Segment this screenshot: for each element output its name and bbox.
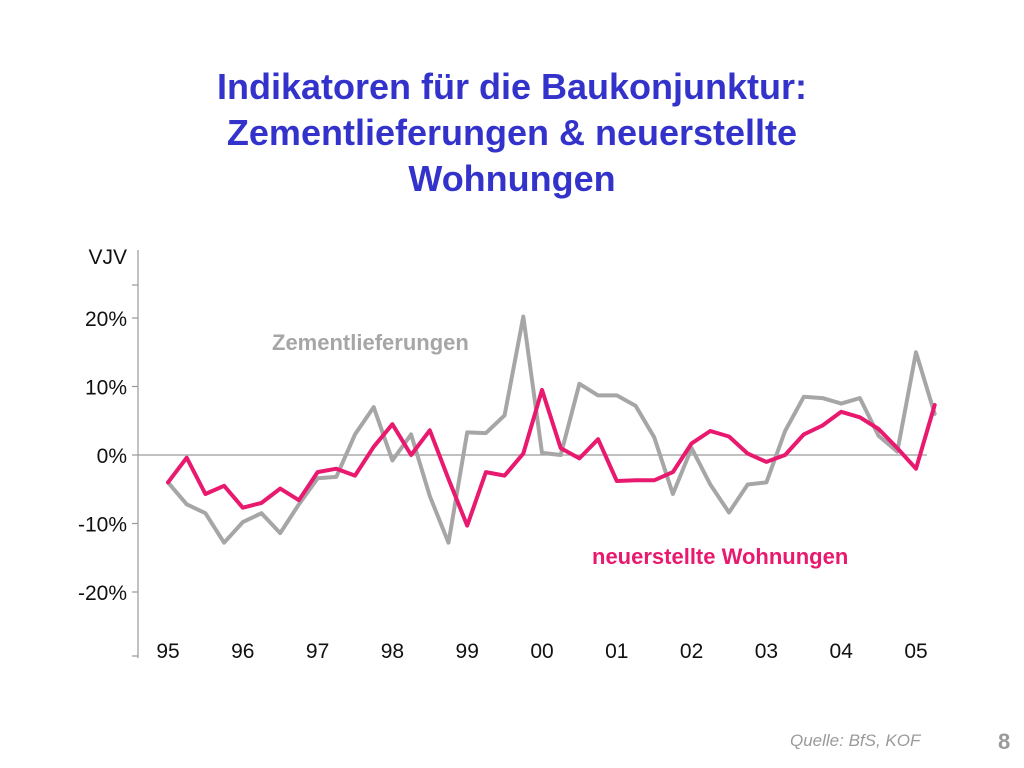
series-label-neuerstellte-wohnungen: neuerstellte Wohnungen xyxy=(592,544,848,569)
x-tick-label: 95 xyxy=(156,640,179,663)
series-line-neuerstellte-wohnungen xyxy=(166,387,937,528)
source-note: Quelle: BfS, KOF xyxy=(790,731,921,750)
x-tick-label: 00 xyxy=(530,640,553,663)
slide-title-line-2: Zementlieferungen & neuerstellte xyxy=(226,112,798,153)
x-tick-label: 96 xyxy=(231,640,254,663)
series-label-zementlieferungen: Zementlieferungen xyxy=(272,330,469,355)
y-tick-label: 10% xyxy=(85,377,127,400)
slide-title: Indikatoren für die Baukonjunktur: Zemen… xyxy=(112,64,912,202)
x-tick-label: 01 xyxy=(605,640,628,663)
y-tick-label: -20% xyxy=(78,582,127,605)
x-tick-label: 02 xyxy=(680,640,703,663)
y-tick-label: 20% xyxy=(85,308,127,331)
y-axis-label: VJV xyxy=(88,246,127,269)
y-tick-label: -10% xyxy=(78,514,127,537)
x-tick-label: 97 xyxy=(306,640,329,663)
y-tick-label: 0% xyxy=(97,445,127,468)
slide-title-line-3: Wohnungen xyxy=(408,158,616,199)
x-tick-label: 03 xyxy=(755,640,778,663)
x-tick-label: 98 xyxy=(381,640,404,663)
x-tick-label: 05 xyxy=(904,640,927,663)
page-number: 8 xyxy=(998,729,1011,754)
slide-title-line-1: Indikatoren für die Baukonjunktur: xyxy=(216,66,808,107)
x-tick-label: 99 xyxy=(456,640,479,663)
x-tick-label: 04 xyxy=(830,640,854,663)
series-line-zementlieferungen xyxy=(166,314,937,545)
